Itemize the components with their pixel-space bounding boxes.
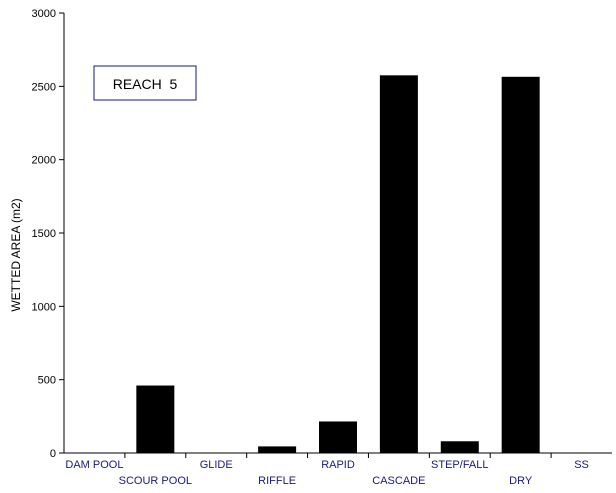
y-tick-label: 1000 [32,301,56,313]
bar [501,76,540,454]
x-category-label: STEP/FALL [431,459,488,471]
annotation-box [93,65,197,101]
x-category-label: RAPID [321,459,355,471]
x-category-label: DRY [509,475,533,487]
y-tick-label: 500 [38,375,56,387]
y-tick-label: 0 [50,448,56,460]
bar [440,441,479,453]
y-tick-label: 2500 [32,81,56,93]
x-category-label: SS [574,459,589,471]
reach-annotation: REACH 5 [93,65,197,101]
x-category-label: DAM POOL [65,459,123,471]
x-category-label: CASCADE [372,475,425,487]
plot-area: 0 500 1000 1500 2000 2500 3000 DAM POOL SCOUR P… [32,8,612,487]
bar [379,75,418,453]
x-ticks: DAM POOL SCOUR POOL GLIDE RIFFLE RAPID CASCAD… [65,453,589,487]
x-category-label: SCOUR POOL [119,475,192,487]
annotation-text: REACH 5 [113,76,178,92]
y-tick-label: 2000 [32,155,56,167]
y-ticks: 0 500 1000 1500 2000 2500 3000 [32,8,64,460]
bar-series [136,75,540,454]
x-category-label: GLIDE [200,459,233,471]
bar [136,385,175,453]
y-axis-label: WETTED AREA (m2) [9,198,23,311]
bar [319,421,357,453]
y-tick-label: 3000 [32,8,56,20]
y-tick-label: 1500 [32,228,56,240]
x-category-label: RIFFLE [258,475,296,487]
bar [258,446,297,453]
